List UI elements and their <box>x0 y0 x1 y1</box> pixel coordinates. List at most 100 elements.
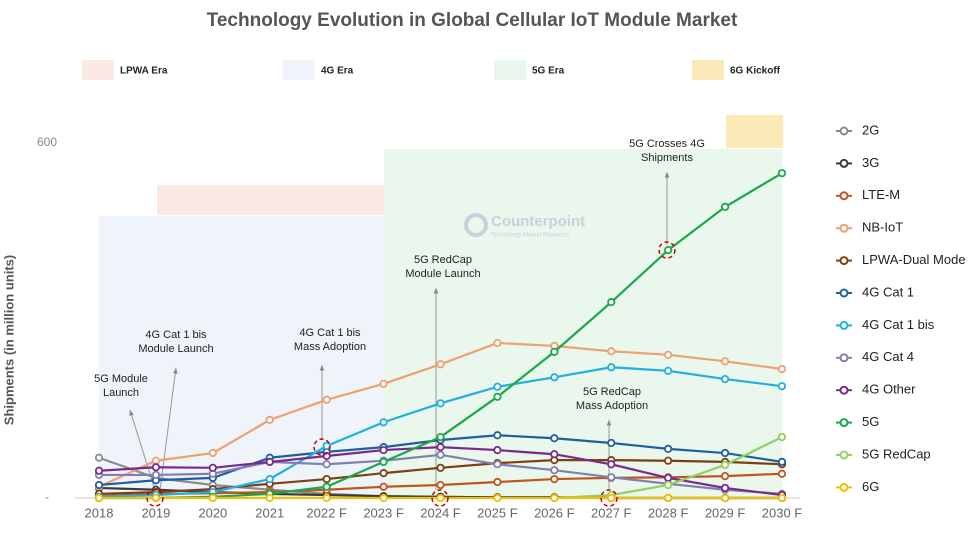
data-point <box>379 379 388 388</box>
era-legend-label: 4G Era <box>321 66 354 77</box>
x-tick-label: 2026 F <box>534 505 575 520</box>
data-point <box>777 432 787 442</box>
data-point <box>664 444 673 453</box>
data-point <box>777 169 787 178</box>
data-point <box>493 460 502 469</box>
legend-label: 6G <box>862 479 879 494</box>
y-tick-label: - <box>45 490 49 504</box>
era-band <box>726 115 783 148</box>
data-point <box>493 477 502 487</box>
watermark-tagline: Technology Market Research <box>491 233 569 239</box>
data-point <box>720 483 730 493</box>
data-point <box>322 474 331 484</box>
legend-marker <box>839 385 849 395</box>
data-point <box>493 392 502 401</box>
data-point <box>379 418 388 427</box>
data-point <box>607 438 616 448</box>
chart-title: Technology Evolution in Global Cellular … <box>207 10 738 31</box>
annotation: 5G RedCap <box>583 386 641 398</box>
data-point <box>720 357 730 366</box>
arrow-head <box>172 368 178 374</box>
x-tick-label: 2025 F <box>477 505 518 520</box>
data-point <box>664 473 673 482</box>
legend-marker <box>839 353 849 363</box>
watermark-logo <box>464 213 488 237</box>
data-point <box>265 415 274 424</box>
data-point <box>720 493 730 503</box>
annotation: Mass Adoption <box>576 400 648 412</box>
data-point <box>208 448 217 458</box>
data-point <box>550 474 559 484</box>
data-point <box>777 364 787 374</box>
data-point <box>151 470 161 480</box>
y-tick-label: 600 <box>37 135 57 149</box>
data-point <box>94 466 104 475</box>
y-axis-label: Shipments (in million units) <box>1 255 16 425</box>
watermark: Counterpoint <box>491 213 585 230</box>
data-point <box>151 493 161 503</box>
data-point <box>379 493 388 503</box>
arrow-head <box>319 365 325 371</box>
x-tick-label: 2028 F <box>648 505 689 520</box>
data-point <box>379 482 388 491</box>
data-point <box>720 202 730 211</box>
data-point <box>265 474 274 484</box>
data-point <box>607 347 616 356</box>
data-point <box>322 493 331 503</box>
legend-marker <box>839 288 849 298</box>
era-legend-label: 6G Kickoff <box>730 66 781 77</box>
data-point <box>436 360 445 369</box>
legend-marker <box>839 223 849 233</box>
legend-label: LTE-M <box>862 187 900 202</box>
highlight-circle <box>431 489 449 507</box>
data-point <box>322 482 331 491</box>
data-point <box>493 338 502 348</box>
legend-label: NB-IoT <box>862 220 903 235</box>
arrow-head <box>129 410 134 416</box>
legend-label: 2G <box>862 122 879 137</box>
data-point <box>720 472 730 481</box>
data-point <box>208 493 217 503</box>
data-point <box>493 431 502 440</box>
legend-label: LPWA-Dual Mode <box>862 252 966 267</box>
highlight-circle <box>658 241 676 259</box>
data-point <box>664 480 673 490</box>
annotation: Launch <box>103 387 139 399</box>
annotation: 4G Cat 1 bis <box>299 327 361 339</box>
data-point <box>777 469 787 478</box>
data-point <box>379 445 388 455</box>
x-tick-label: 2022 F <box>306 505 347 520</box>
data-point <box>777 493 787 503</box>
data-point <box>664 456 673 465</box>
legend-marker <box>839 450 849 460</box>
annotation: 5G Crosses 4G <box>629 138 705 150</box>
x-tick-label: 2023 F <box>363 505 404 520</box>
data-point <box>607 298 616 307</box>
era-legend-swatch <box>692 60 724 80</box>
annotation: 5G Module <box>94 373 148 385</box>
data-point <box>322 460 331 469</box>
legend-label: 5G RedCap <box>862 446 931 461</box>
era-legend-swatch <box>494 60 526 80</box>
data-point <box>436 399 445 408</box>
data-point <box>436 432 445 442</box>
legend-label: 4G Other <box>862 382 916 397</box>
x-tick-label: 2030 F <box>762 505 803 520</box>
data-point <box>550 466 559 475</box>
data-point <box>436 480 445 490</box>
data-point <box>550 493 559 503</box>
data-point <box>550 347 559 356</box>
data-point <box>664 493 673 503</box>
legend-label: 5G <box>862 414 879 429</box>
data-point <box>94 480 104 490</box>
x-tick-label: 2021 <box>255 505 284 520</box>
data-point <box>94 493 104 503</box>
data-point <box>265 493 274 503</box>
x-tick-label: 2029 F <box>705 505 746 520</box>
legend-label: 4G Cat 1 <box>862 284 914 299</box>
legend-marker <box>839 126 849 136</box>
era-legend-swatch <box>283 60 315 80</box>
legend-label: 4G Cat 1 bis <box>862 317 935 332</box>
